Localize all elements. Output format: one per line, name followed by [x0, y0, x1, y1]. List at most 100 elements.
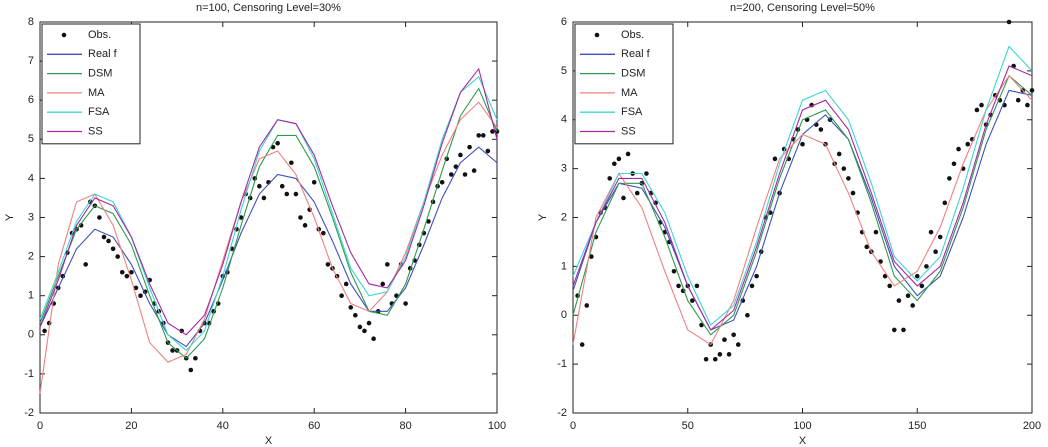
- obs-point: [453, 164, 459, 169]
- legend-label: FSA: [88, 106, 110, 118]
- obs-point: [699, 322, 704, 328]
- legend-box: [574, 23, 674, 145]
- y-tick-label: 8: [28, 16, 34, 28]
- x-tick-label: 0: [570, 420, 576, 432]
- obs-point: [380, 281, 386, 287]
- legend-label: Real f: [88, 48, 118, 60]
- obs-point: [864, 244, 870, 250]
- obs-point: [348, 305, 354, 310]
- y-tick-label: 5: [561, 65, 567, 77]
- legend-label: SS: [621, 125, 636, 137]
- obs-point: [1029, 88, 1035, 93]
- obs-point: [579, 342, 585, 347]
- obs-point: [924, 264, 929, 269]
- obs-point: [289, 160, 294, 166]
- obs-point: [353, 312, 358, 318]
- obs-point: [115, 254, 120, 259]
- obs-point: [257, 183, 262, 189]
- obs-point: [735, 342, 741, 347]
- obs-point: [772, 156, 778, 162]
- x-tick-label: 80: [399, 420, 411, 432]
- obs-point: [476, 133, 482, 138]
- obs-point: [612, 161, 617, 167]
- obs-point: [850, 190, 856, 196]
- y-tick-label: -2: [24, 407, 34, 419]
- obs-point: [485, 148, 491, 154]
- obs-point: [261, 195, 267, 201]
- y-tick-label: 0: [28, 329, 34, 341]
- legend-label: MA: [621, 87, 638, 99]
- y-tick-label: 1: [28, 290, 34, 302]
- obs-point: [298, 215, 303, 220]
- obs-point: [119, 269, 125, 275]
- legend-label: Real f: [621, 48, 651, 60]
- obs-point: [841, 166, 847, 171]
- obs-point: [818, 127, 824, 132]
- obs-point: [942, 200, 948, 206]
- obs-point: [846, 176, 851, 181]
- obs-point: [634, 190, 640, 196]
- obs-point: [671, 268, 677, 274]
- obs-point: [887, 283, 893, 289]
- obs-point: [933, 249, 938, 255]
- obs-point: [712, 356, 718, 362]
- obs-point: [357, 324, 363, 330]
- chart-title: n=200, Censoring Level=50%: [730, 2, 875, 14]
- obs-point: [467, 144, 472, 150]
- legend-label: Obs.: [88, 29, 111, 41]
- obs-point: [731, 332, 736, 338]
- obs-point: [480, 133, 486, 138]
- legend-box: [41, 23, 141, 145]
- legend-label: Obs.: [621, 29, 644, 41]
- obs-point: [910, 303, 915, 308]
- x-tick-label: 40: [217, 420, 229, 432]
- obs-point: [471, 168, 477, 173]
- y-tick-label: -1: [557, 358, 567, 370]
- y-tick-label: -1: [24, 368, 34, 380]
- y-tick-label: 3: [561, 163, 567, 175]
- obs-point: [836, 151, 842, 157]
- x-tick-label: 150: [908, 420, 926, 432]
- obs-point: [965, 141, 971, 147]
- obs-point: [366, 320, 372, 326]
- obs-point: [1006, 19, 1012, 25]
- x-axis-label: X: [265, 435, 273, 447]
- obs-point: [919, 283, 925, 289]
- obs-point: [293, 191, 299, 197]
- obs-point: [490, 129, 495, 134]
- y-tick-label: 0: [561, 309, 567, 321]
- x-tick-label: 60: [308, 420, 320, 432]
- legend-marker: [594, 32, 600, 38]
- obs-point: [882, 273, 888, 279]
- obs-point: [1025, 102, 1030, 108]
- curve: [39, 75, 498, 352]
- obs-point: [124, 273, 130, 279]
- obs-point: [749, 283, 755, 289]
- obs-point: [426, 219, 431, 224]
- obs-point: [275, 140, 280, 146]
- obs-point: [83, 262, 88, 267]
- x-tick-label: 20: [125, 420, 137, 432]
- obs-point: [439, 180, 445, 185]
- obs-point: [901, 327, 906, 333]
- y-tick-label: 4: [28, 172, 34, 184]
- obs-point: [343, 281, 349, 287]
- obs-point: [584, 303, 590, 308]
- obs-point: [458, 152, 463, 158]
- obs-point: [133, 285, 139, 291]
- obs-point: [284, 191, 290, 197]
- obs-point: [311, 180, 317, 185]
- obs-point: [1015, 97, 1021, 103]
- obs-point: [717, 352, 723, 357]
- panel: n=200, Censoring Level=50%XY0 50 100 150 200…: [537, 2, 1041, 447]
- obs-point: [42, 328, 47, 334]
- obs-point: [607, 176, 613, 181]
- obs-point: [589, 254, 594, 259]
- obs-point: [188, 367, 194, 373]
- y-tick-label: -2: [557, 407, 567, 419]
- y-axis-label: Y: [4, 213, 16, 221]
- curve: [39, 87, 498, 360]
- x-tick-label: 50: [682, 420, 694, 432]
- obs-point: [193, 355, 198, 361]
